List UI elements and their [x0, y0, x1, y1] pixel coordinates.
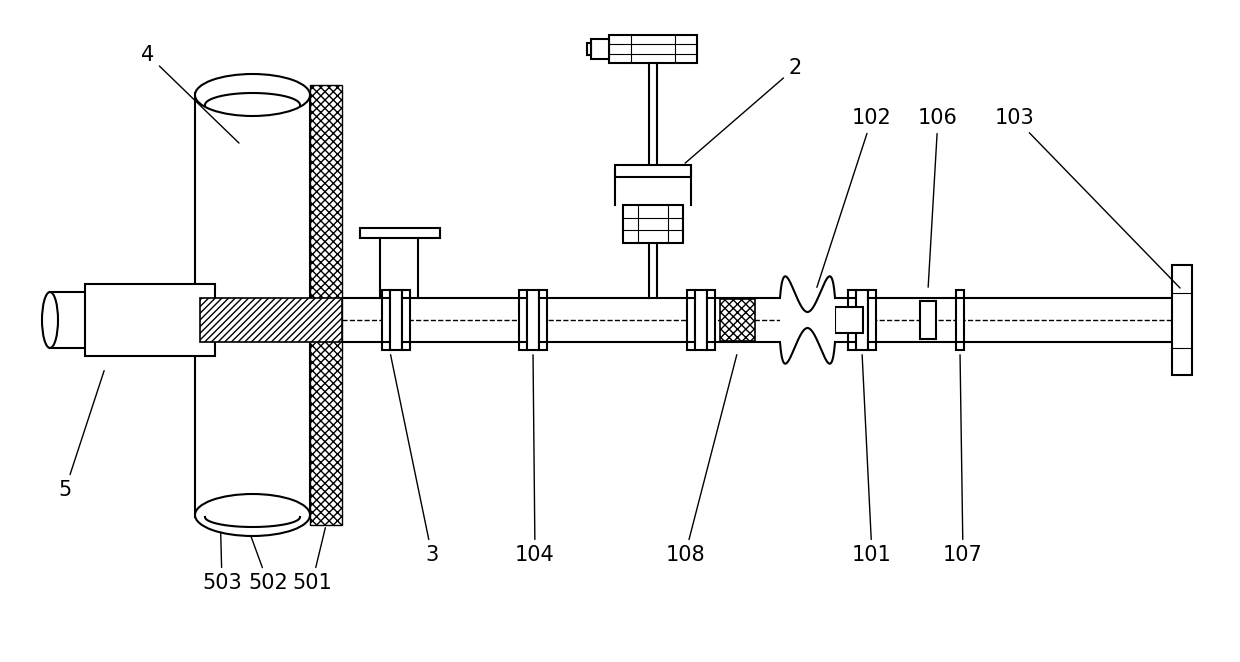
Text: 106: 106	[918, 108, 959, 287]
Bar	[835, 307, 863, 333]
Bar	[200, 298, 342, 342]
Text: 102: 102	[817, 108, 892, 287]
Bar	[694, 290, 707, 350]
Text: 101: 101	[852, 355, 892, 565]
Bar	[86, 284, 215, 356]
Bar	[1172, 265, 1192, 375]
Bar	[360, 228, 440, 238]
Bar	[868, 290, 875, 350]
Bar	[587, 43, 591, 55]
Bar	[391, 290, 402, 350]
Text: 108: 108	[665, 355, 737, 565]
Text: 104: 104	[515, 355, 554, 565]
Ellipse shape	[42, 292, 58, 348]
Bar	[615, 165, 691, 177]
Text: 503: 503	[202, 508, 242, 593]
Text: 501: 501	[293, 528, 332, 593]
Bar	[687, 290, 694, 350]
Text: 107: 107	[944, 355, 983, 565]
Ellipse shape	[195, 74, 310, 116]
Bar	[591, 39, 609, 59]
Bar	[195, 93, 310, 517]
Bar	[609, 35, 697, 63]
Text: 502: 502	[246, 522, 288, 593]
Bar	[539, 290, 547, 350]
Text: 3: 3	[391, 355, 439, 565]
Bar	[310, 85, 342, 525]
Bar	[402, 290, 410, 350]
Ellipse shape	[195, 494, 310, 536]
Bar	[848, 290, 856, 350]
Bar	[780, 296, 835, 344]
Text: 2: 2	[686, 58, 801, 163]
Bar	[527, 290, 539, 350]
Bar	[956, 290, 963, 350]
Bar	[382, 290, 391, 350]
Bar	[720, 299, 755, 341]
Bar	[707, 290, 715, 350]
Text: 103: 103	[996, 108, 1180, 288]
Text: 5: 5	[58, 371, 104, 500]
Text: 4: 4	[141, 45, 239, 143]
Bar	[920, 301, 936, 339]
Bar	[622, 205, 683, 243]
Bar	[520, 290, 527, 350]
Bar	[856, 290, 868, 350]
